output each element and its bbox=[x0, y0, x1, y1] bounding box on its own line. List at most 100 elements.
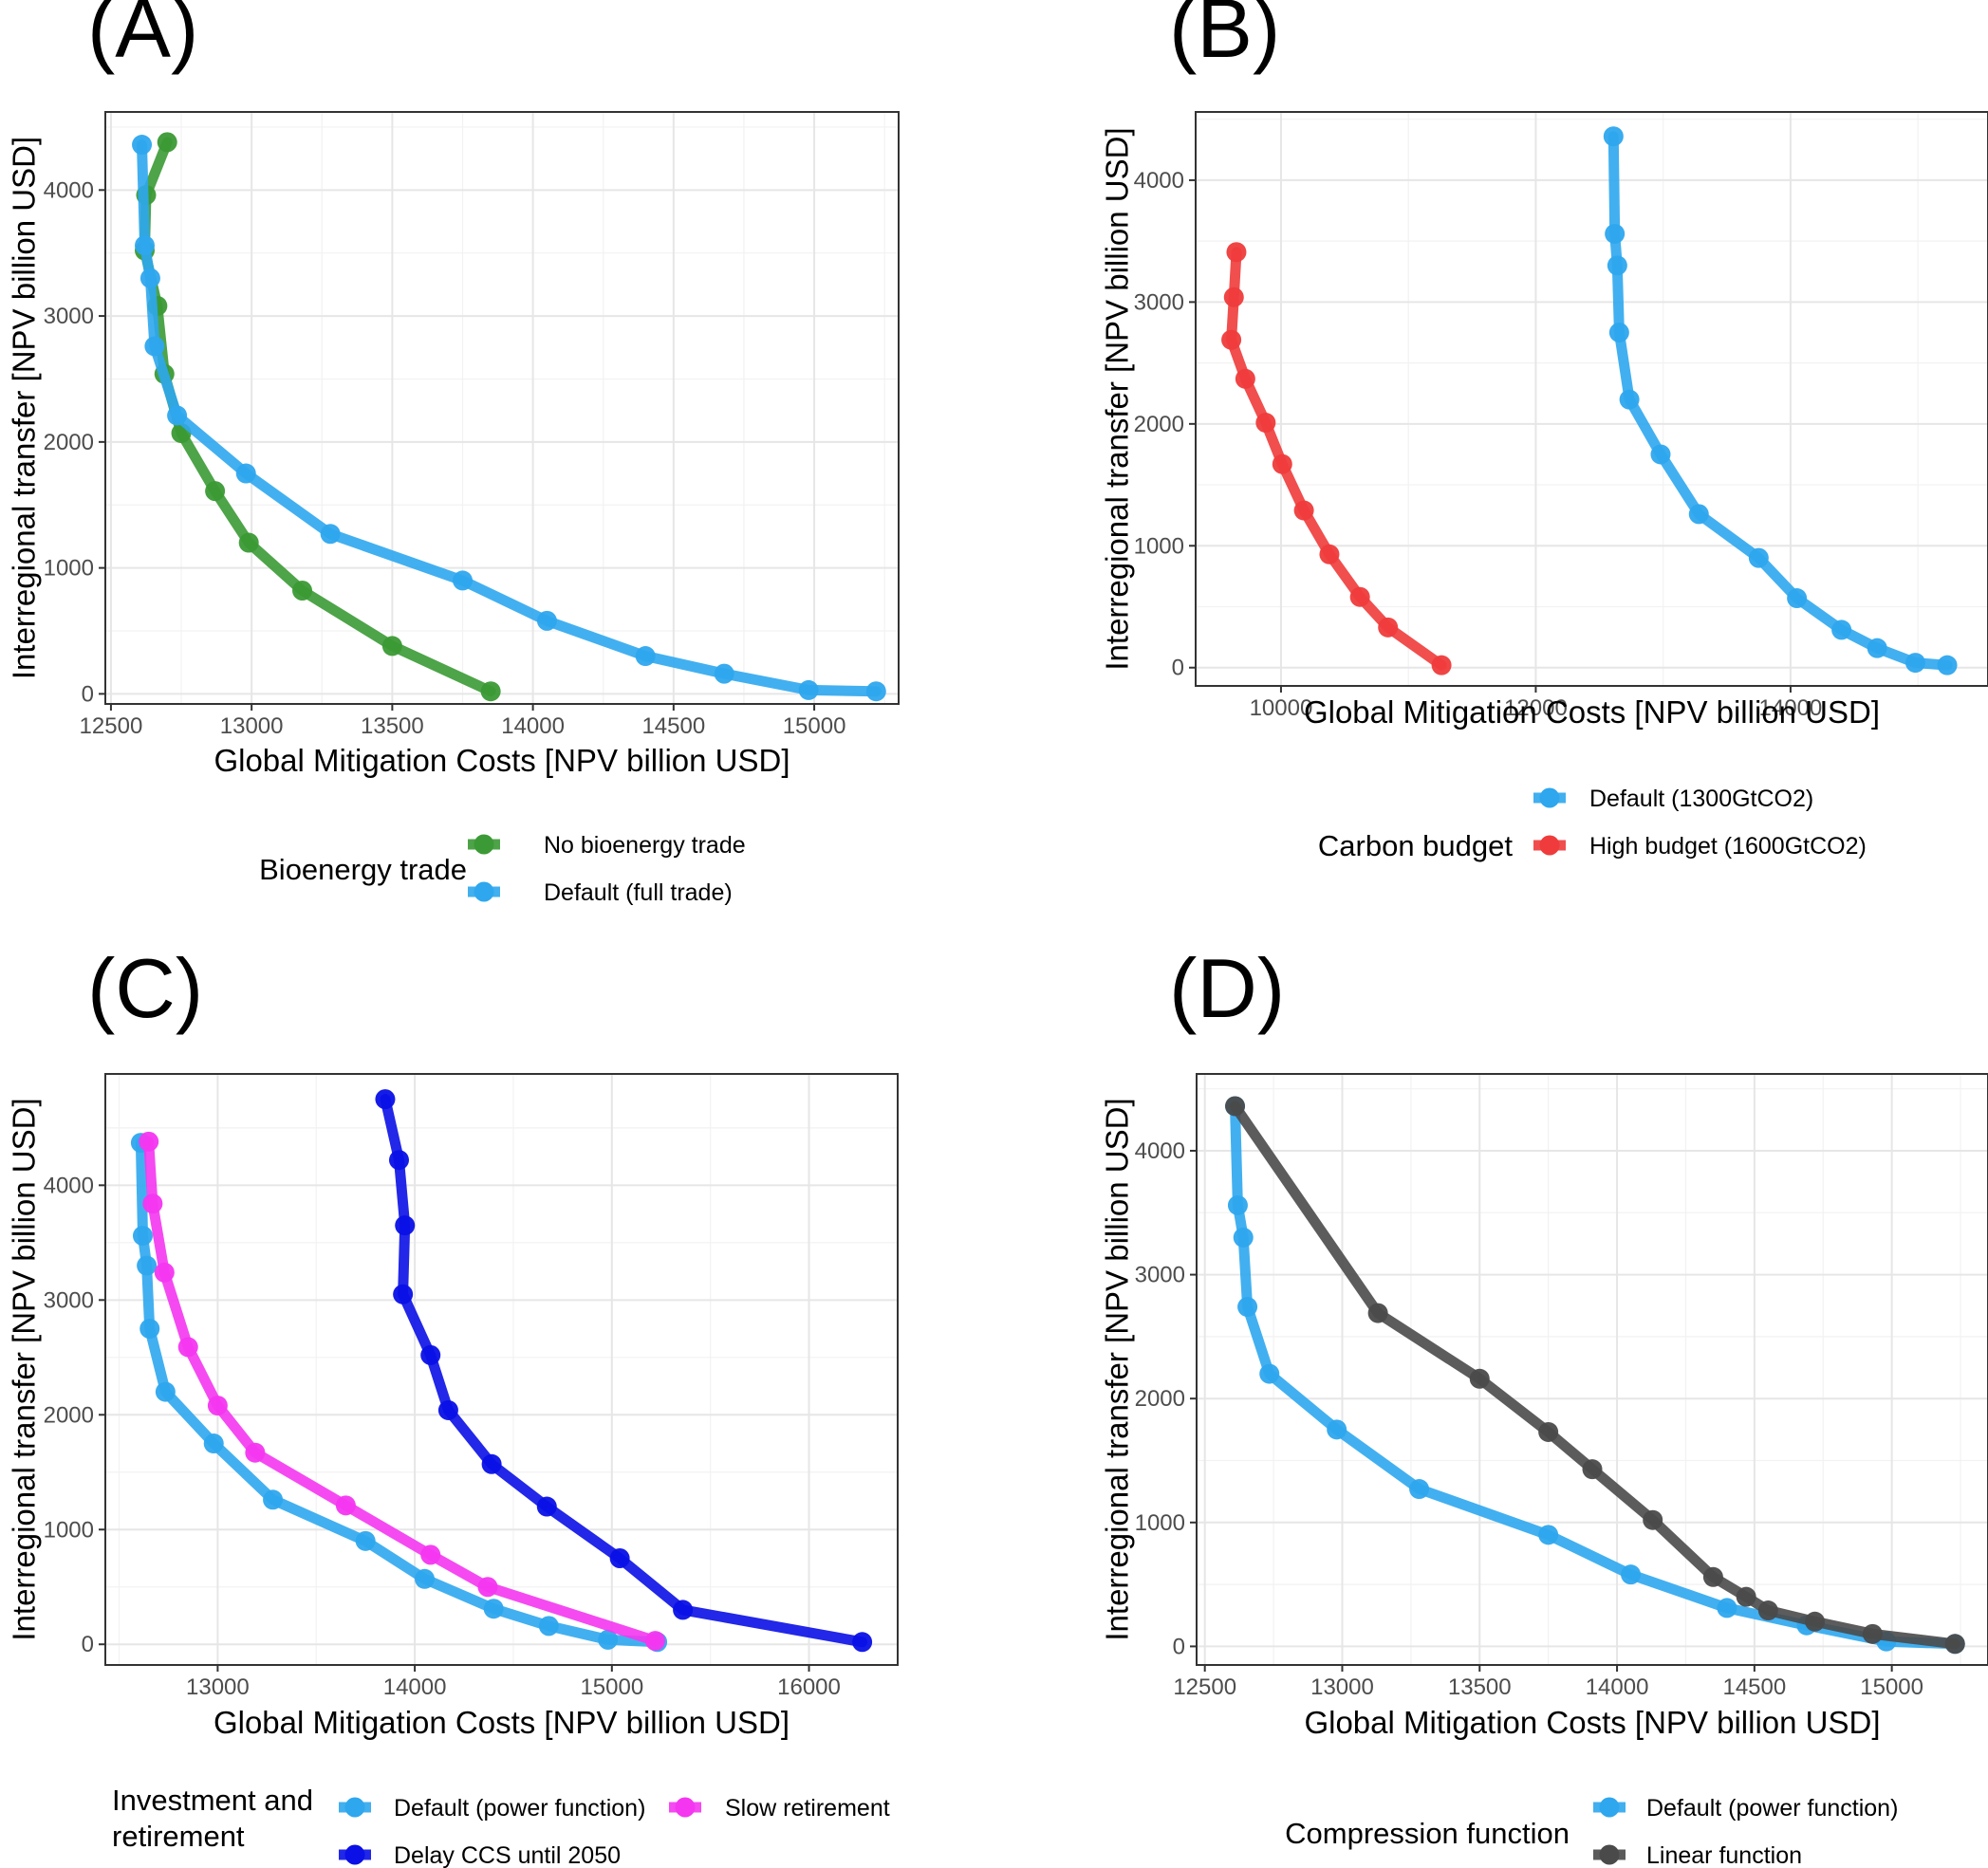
y-tick-label: 2000 bbox=[44, 430, 94, 455]
x-tick-label: 15000 bbox=[1860, 1674, 1923, 1700]
x-axis-title: Global Mitigation Costs [NPV billion USD… bbox=[1304, 1705, 1880, 1740]
data-point bbox=[452, 570, 473, 591]
y-tick-label: 4000 bbox=[1135, 1138, 1185, 1164]
data-point bbox=[1621, 1564, 1642, 1585]
y-tick-label: 0 bbox=[82, 1632, 94, 1657]
legend-title: Carbon budget bbox=[1318, 829, 1513, 862]
data-point bbox=[137, 1255, 158, 1276]
x-tick-label: 14000 bbox=[1586, 1674, 1649, 1700]
data-point bbox=[205, 481, 226, 502]
data-point bbox=[1367, 1303, 1388, 1323]
y-axis-title: Interregional transfer [NPV billion USD] bbox=[1100, 1098, 1135, 1640]
data-point bbox=[157, 132, 177, 153]
y-tick-label: 4000 bbox=[1134, 168, 1184, 194]
x-tick-label: 12500 bbox=[80, 713, 143, 739]
data-point bbox=[1736, 1586, 1756, 1607]
x-tick-label: 14000 bbox=[501, 713, 565, 739]
legend-label: Delay CCS until 2050 bbox=[394, 1842, 621, 1868]
panel-label: (D) bbox=[1169, 941, 1285, 1035]
legend-label: Default (1300GtCO2) bbox=[1589, 786, 1813, 812]
data-point bbox=[798, 679, 819, 700]
data-point bbox=[1717, 1598, 1737, 1618]
x-axis-title: Global Mitigation Costs [NPV billion USD… bbox=[1304, 694, 1880, 730]
x-axis-title: Global Mitigation Costs [NPV billion USD… bbox=[214, 743, 790, 778]
data-point bbox=[154, 1262, 175, 1283]
data-point bbox=[1409, 1479, 1430, 1500]
data-point bbox=[481, 1453, 502, 1474]
data-point bbox=[1702, 1566, 1723, 1587]
legend-item: Default (power function) bbox=[339, 1795, 645, 1822]
x-tick-label: 13000 bbox=[220, 713, 284, 739]
y-tick-label: 2000 bbox=[1134, 412, 1184, 437]
y-axis-title: Interregional transfer [NPV billion USD] bbox=[1100, 127, 1135, 670]
x-tick-label: 14000 bbox=[1759, 695, 1823, 721]
legend-key-point bbox=[474, 881, 494, 902]
data-point bbox=[1603, 126, 1624, 147]
plot-border bbox=[1196, 1073, 1988, 1666]
legend-title-line: retirement bbox=[112, 1820, 245, 1853]
series-line bbox=[143, 1136, 660, 1647]
data-point bbox=[1259, 1363, 1280, 1384]
legend-label: No bioenergy trade bbox=[544, 832, 746, 859]
panel-label: (C) bbox=[87, 941, 203, 1035]
plot-background bbox=[105, 1074, 898, 1665]
data-point bbox=[203, 1433, 224, 1454]
data-point bbox=[132, 135, 153, 156]
data-point bbox=[207, 1396, 228, 1416]
legend-key-point bbox=[1599, 1797, 1620, 1818]
data-point bbox=[381, 636, 402, 657]
data-point bbox=[420, 1344, 441, 1365]
y-tick-label: 3000 bbox=[1135, 1263, 1185, 1288]
data-point bbox=[420, 1544, 441, 1565]
data-point bbox=[536, 1496, 557, 1517]
panel-label: (B) bbox=[1169, 0, 1280, 75]
data-point bbox=[1904, 653, 1925, 674]
legend: Compression function Default (power funct… bbox=[1285, 1795, 1898, 1868]
data-point bbox=[1226, 242, 1247, 263]
legend: Bioenergy trade No bioenergy trade Default… bbox=[259, 832, 746, 906]
data-point bbox=[1787, 588, 1808, 609]
data-point bbox=[1607, 255, 1627, 276]
panel-label: (A) bbox=[87, 0, 198, 75]
data-point bbox=[320, 524, 341, 545]
data-point bbox=[393, 1284, 414, 1304]
legend-item: Linear function bbox=[1593, 1842, 1802, 1868]
y-tick-label: 1000 bbox=[1134, 533, 1184, 559]
legend-key-point bbox=[344, 1797, 365, 1818]
y-tick-label: 1000 bbox=[44, 556, 94, 582]
plot-border bbox=[1195, 111, 1988, 687]
data-point bbox=[139, 1131, 159, 1152]
data-point bbox=[852, 1632, 873, 1653]
x-tick-label: 14500 bbox=[1722, 1674, 1786, 1700]
data-point bbox=[1293, 500, 1314, 521]
y-tick-label: 4000 bbox=[44, 1173, 94, 1198]
x-tick-label: 14000 bbox=[383, 1674, 447, 1700]
y-axis-title: Interregional transfer [NPV billion USD] bbox=[7, 1098, 42, 1640]
plot-background bbox=[105, 112, 899, 704]
x-tick-label: 12000 bbox=[1504, 695, 1568, 721]
data-point bbox=[238, 532, 259, 553]
data-point bbox=[414, 1568, 435, 1589]
data-point bbox=[1643, 1509, 1663, 1530]
plot-border bbox=[104, 111, 900, 705]
data-point bbox=[1319, 544, 1340, 564]
legend-label: Slow retirement bbox=[725, 1795, 890, 1822]
x-tick-label: 15000 bbox=[783, 713, 846, 739]
legend-key-point bbox=[474, 834, 494, 855]
data-point bbox=[1944, 1634, 1965, 1655]
data-point bbox=[437, 1399, 458, 1420]
data-point bbox=[645, 1631, 666, 1652]
data-point bbox=[1867, 638, 1887, 658]
data-point bbox=[538, 1616, 559, 1637]
data-point bbox=[536, 610, 557, 631]
data-point bbox=[177, 1337, 198, 1358]
data-point bbox=[1538, 1525, 1559, 1545]
x-tick-label: 13000 bbox=[1310, 1674, 1374, 1700]
legend-item: Delay CCS until 2050 bbox=[339, 1842, 621, 1868]
data-point bbox=[609, 1547, 630, 1568]
data-point bbox=[1237, 1297, 1258, 1318]
data-point bbox=[235, 463, 256, 484]
panel-d: (D) 12500 13000 13500 14000 14500 15000 0 1000 20… bbox=[1100, 941, 1988, 1868]
y-tick-label: 4000 bbox=[44, 177, 94, 203]
